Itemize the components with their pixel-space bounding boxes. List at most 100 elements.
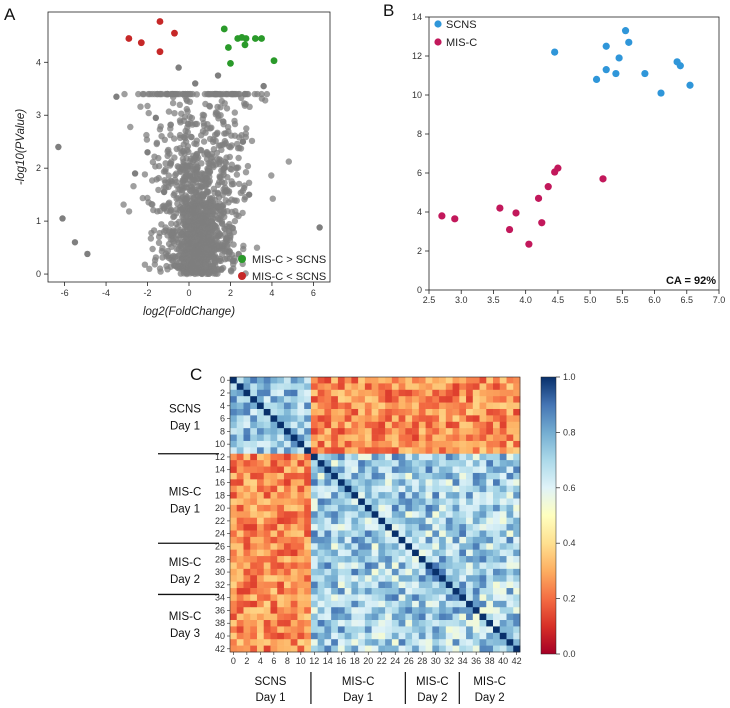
background-point (156, 229, 163, 237)
heatmap-cell (425, 607, 433, 614)
heatmap-cell (283, 530, 291, 538)
heatmap-cell (263, 383, 271, 391)
heatmap-cell (418, 556, 426, 563)
heatmap-cell (499, 594, 507, 602)
heatmap-cell (337, 556, 345, 563)
heatmap-cell (277, 530, 285, 538)
heatmap-cell (371, 428, 379, 435)
heatmap-cell (499, 632, 507, 640)
heatmap-cell (385, 626, 393, 634)
heatmap-cell (310, 440, 318, 448)
heatmap-cell (283, 639, 291, 646)
heatmap-cell (263, 524, 271, 531)
heatmap-cell (472, 536, 480, 544)
heatmap-cell (486, 396, 494, 403)
heatmap-cell (499, 556, 507, 563)
heatmap-cell (378, 389, 386, 397)
heatmap-cell (364, 620, 372, 627)
y-tick-label: 34 (215, 593, 225, 603)
heatmap-cell (391, 626, 399, 634)
heatmap-cell (432, 440, 440, 448)
heatmap-cell (391, 645, 399, 653)
heatmap-cell (283, 479, 291, 487)
heatmap-cell (452, 408, 460, 416)
heatmap-cell (310, 498, 318, 506)
heatmap-cell (290, 613, 298, 621)
heatmap-cell (304, 511, 312, 518)
background-point (174, 264, 181, 271)
heatmap-cell (391, 568, 399, 576)
heatmap-cell (243, 543, 251, 550)
row-group-day: Day 3 (170, 628, 200, 640)
x-tick-label: 5.0 (584, 295, 597, 305)
heatmap-cell (250, 562, 258, 570)
y-tick-label: 26 (215, 541, 225, 551)
heatmap-cell (317, 632, 325, 640)
heatmap-cell (250, 575, 258, 582)
heatmap-cell (324, 530, 332, 538)
heatmap-cell (452, 607, 460, 614)
heatmap-cell (297, 415, 305, 423)
heatmap-cell (506, 504, 514, 512)
heatmap-cell (479, 600, 487, 608)
heatmap-cell (250, 389, 258, 397)
heatmap-cell (466, 377, 474, 384)
heatmap-cell (439, 632, 447, 640)
heatmap-cell (479, 607, 487, 614)
heatmap-cell (398, 511, 406, 518)
heatmap-cell (351, 568, 359, 576)
heatmap-cell (391, 389, 399, 397)
heatmap-cell (290, 549, 298, 557)
heatmap-cell (304, 524, 312, 531)
heatmap-cell (344, 511, 352, 518)
heatmap-cell (304, 434, 312, 442)
heatmap-cell (472, 543, 480, 550)
heatmap-cell (277, 460, 285, 467)
heatmap-cell (324, 383, 332, 391)
heatmap-cell (310, 607, 318, 614)
background-point (217, 112, 224, 119)
heatmap-cell (270, 536, 278, 544)
heatmap-cell (479, 536, 487, 544)
heatmap-cell (459, 453, 467, 461)
heatmap-cell (290, 581, 298, 589)
background-point (187, 206, 194, 213)
heatmap-cell (439, 492, 447, 499)
outlier-point (260, 82, 267, 90)
background-point (205, 188, 212, 195)
heatmap-cell (256, 632, 265, 640)
heatmap-cell (459, 466, 467, 474)
heatmap-cell (236, 485, 244, 493)
heatmap-cell (337, 383, 345, 391)
heatmap-cell (277, 620, 285, 627)
heatmap-cell (439, 594, 447, 602)
background-point (146, 265, 153, 272)
heatmap-cell (486, 466, 494, 474)
heatmap-cell (439, 396, 447, 403)
background-point (178, 238, 185, 246)
heatmap-cell (371, 600, 379, 608)
heatmap-cell (263, 460, 271, 467)
heatmap-cell (364, 402, 372, 410)
heatmap-cell (371, 402, 379, 410)
heatmap-cell (270, 479, 278, 487)
heatmap-cell (486, 408, 494, 416)
heatmap-cell (263, 434, 271, 442)
heatmap-cell (250, 415, 258, 423)
heatmap-cell (297, 504, 305, 512)
x-tick-label: -6 (61, 288, 69, 298)
heatmap-cell (304, 396, 312, 403)
heatmap-cell (466, 562, 474, 570)
heatmap-cell (317, 600, 325, 608)
heatmap-cell (256, 562, 265, 570)
heatmap-cell (398, 607, 406, 614)
heatmap-cell (283, 408, 291, 416)
heatmap-cell (513, 594, 521, 602)
heatmap-cell (236, 594, 244, 602)
heatmap-cell (236, 632, 244, 640)
heatmap-cell (412, 556, 420, 563)
heatmap-cell (439, 524, 447, 531)
heatmap-cell (351, 562, 359, 570)
heatmap-cell (439, 415, 447, 423)
heatmap-cell (277, 524, 285, 531)
